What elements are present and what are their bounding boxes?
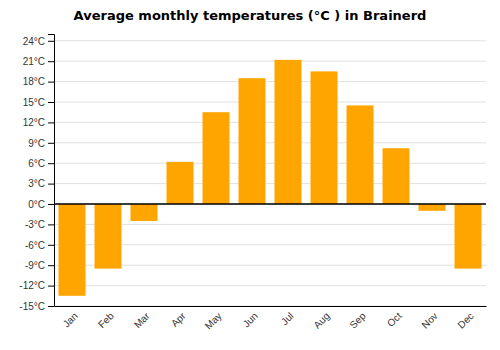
zero-line	[54, 203, 486, 205]
bar	[383, 148, 410, 204]
bar	[59, 204, 86, 296]
x-tick: Sep	[347, 310, 368, 331]
y-tick-label: -9°C	[25, 260, 45, 271]
x-tick-label: Dec	[455, 310, 475, 330]
bar	[131, 204, 158, 221]
bar	[347, 105, 374, 204]
y-tick: 6°C	[28, 158, 54, 169]
x-axis: Jan Feb Mar Apr May Jun Jul Aug Sep Oct Nov Dec	[55, 307, 487, 332]
x-tick: Jan	[61, 310, 80, 329]
x-tick-label: Jun	[241, 310, 260, 329]
x-tick-label: May	[203, 310, 224, 331]
y-tick-mark	[48, 306, 54, 307]
y-tick-label: -12°C	[19, 280, 45, 291]
y-tick: -12°C	[19, 280, 54, 291]
y-tick: -6°C	[25, 240, 54, 251]
y-tick: 24°C	[23, 36, 54, 47]
grid-line	[54, 204, 486, 205]
y-tick: 15°C	[23, 97, 54, 108]
y-tick: 9°C	[28, 138, 54, 149]
y-tick-mark	[48, 245, 54, 246]
bar	[95, 204, 122, 269]
grid-line	[54, 81, 486, 82]
y-tick-mark	[48, 163, 54, 164]
y-tick-label: 3°C	[28, 178, 45, 189]
y-tick-label: 6°C	[28, 158, 45, 169]
y-tick: 12°C	[23, 117, 54, 128]
y-tick-label: -3°C	[25, 219, 45, 230]
plot-area: -15°C -12°C -9°C -6°C -3°C 0°C 3°C 6°C 9°C 12°C 15…	[19, 35, 486, 332]
chart: Average monthly temperatures (°C ) in Br…	[0, 0, 500, 350]
y-tick: 21°C	[23, 56, 54, 67]
y-tick: 3°C	[28, 178, 54, 189]
y-tick-mark	[48, 143, 54, 144]
y-axis-line	[48, 35, 55, 307]
x-tick: Jul	[279, 310, 296, 327]
bar	[167, 162, 194, 204]
y-tick-mark	[48, 184, 54, 185]
x-tick: Dec	[455, 310, 475, 330]
grid-line	[54, 306, 486, 307]
x-tick-label: Oct	[385, 310, 404, 329]
bar	[455, 204, 482, 269]
x-tick-label: Feb	[96, 310, 116, 330]
bars	[54, 60, 486, 296]
grid-line	[54, 102, 486, 103]
y-tick-mark	[48, 265, 54, 266]
y-tick: 0°C	[28, 199, 54, 210]
x-axis-line	[55, 306, 487, 307]
x-tick-label: Sep	[347, 310, 368, 331]
title: Average monthly temperatures (°C ) in Br…	[74, 8, 427, 23]
x-tick-label: Nov	[419, 310, 439, 330]
y-tick-mark	[48, 41, 54, 42]
y-tick-mark	[48, 102, 54, 103]
y-tick-mark	[48, 286, 54, 287]
bar	[311, 71, 338, 204]
x-tick-label: Jan	[61, 310, 80, 329]
x-tick: Feb	[96, 310, 116, 330]
x-tick: Jun	[241, 310, 260, 329]
y-tick-mark	[48, 204, 54, 205]
x-tick-label: Aug	[311, 310, 331, 330]
x-tick: May	[203, 310, 224, 331]
y-tick: -9°C	[25, 260, 54, 271]
x-tick: Apr	[169, 310, 188, 329]
y-tick-mark	[48, 61, 54, 62]
bar	[419, 204, 446, 211]
y-tick-label: 24°C	[23, 36, 45, 47]
grid-line	[54, 183, 486, 184]
grid-line	[54, 122, 486, 123]
x-tick: Mar	[132, 310, 152, 330]
grid	[54, 41, 486, 306]
y-tick-label: 9°C	[28, 138, 45, 149]
y-tick-mark	[48, 82, 54, 83]
x-tick: Nov	[419, 310, 439, 330]
bar	[203, 112, 230, 204]
x-tick: Aug	[311, 310, 331, 330]
y-tick-label: 12°C	[23, 117, 45, 128]
grid-line	[54, 163, 486, 164]
y-tick-label: -6°C	[25, 240, 45, 251]
y-tick-label: 21°C	[23, 56, 45, 67]
y-tick: -15°C	[19, 301, 54, 312]
y-tick-label: 0°C	[28, 199, 45, 210]
y-tick-label: 15°C	[23, 97, 45, 108]
y-axis: -15°C -12°C -9°C -6°C -3°C 0°C 3°C 6°C 9°C 12°C 15…	[19, 35, 54, 312]
x-tick-label: Jul	[279, 310, 296, 327]
bar	[239, 78, 266, 204]
x-tick: Oct	[385, 310, 404, 329]
grid-line	[54, 40, 486, 41]
grid-line	[54, 61, 486, 62]
grid-line	[54, 142, 486, 143]
grid-line	[54, 285, 486, 286]
x-tick-label: Apr	[169, 310, 188, 329]
y-tick-label: -15°C	[19, 301, 45, 312]
y-tick-mark	[48, 122, 54, 123]
y-tick-label: 18°C	[23, 76, 45, 87]
bar	[275, 60, 302, 204]
y-tick-mark	[48, 224, 54, 225]
x-tick-label: Mar	[132, 310, 152, 330]
y-tick: -3°C	[25, 219, 54, 230]
y-tick: 18°C	[23, 76, 54, 87]
